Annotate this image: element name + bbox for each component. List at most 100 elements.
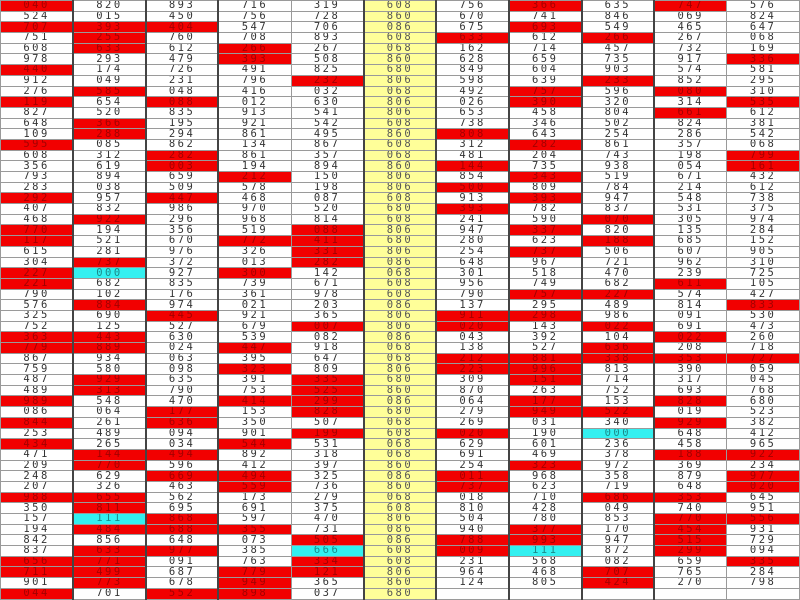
number-cell: 157 (0, 513, 74, 525)
highlighted-red-cell: 443 (72, 331, 147, 343)
number-cell: 325 (290, 470, 365, 482)
highlighted-red-cell: 515 (653, 534, 728, 547)
table-row: 837 633 977 385 666 608 009 111 872 299 094 (0, 545, 800, 557)
number-cell: 796 (217, 74, 292, 87)
highlighted-red-cell: 611 (653, 277, 728, 290)
highlighted-red-cell: 757 (507, 288, 582, 301)
middle-column-cell: 608 (363, 0, 438, 12)
number-cell: 547 (217, 21, 292, 34)
number-cell: 635 (580, 0, 655, 12)
number-cell: 852 (653, 74, 728, 87)
table-row: 489 313 790 753 525 860 870 263 752 693 768 (0, 384, 800, 397)
number-cell: 314 (653, 96, 728, 108)
number-cell: 648 (0, 117, 74, 130)
number-cell: 073 (217, 534, 292, 547)
highlighted-red-cell: 188 (580, 235, 655, 247)
number-cell: 903 (580, 64, 655, 76)
number-cell: 241 (435, 213, 510, 226)
number-cell: 356 (0, 160, 74, 172)
middle-column-cell: 860 (363, 384, 438, 397)
highlighted-red-cell: 929 (653, 416, 728, 429)
middle-column-cell: 680 (363, 203, 438, 215)
middle-column-cell: 068 (363, 448, 438, 461)
highlighted-red-cell: 298 (507, 309, 582, 322)
number-cell: 596 (144, 459, 219, 472)
number-cell: 612 (507, 32, 582, 44)
table-row: 040 820 893 716 319 608 756 366 635 747 576 (0, 0, 800, 12)
table-row: 109 288 294 861 495 860 808 643 254 286 542 (0, 128, 800, 140)
highlighted-red-cell: 161 (726, 160, 800, 172)
highlighted-red-cell: 040 (0, 0, 74, 12)
highlighted-red-cell: 393 (507, 192, 582, 205)
table-row: 576 884 974 021 203 086 137 295 489 814 833 (0, 299, 800, 311)
number-cell: 279 (290, 491, 365, 504)
number-cell: 509 (144, 181, 219, 194)
number-cell: 317 (653, 374, 728, 386)
number-cell: 507 (290, 416, 365, 429)
table-row: 912 049 231 796 232 806 598 639 233 852 295 (0, 74, 800, 87)
highlighted-red-cell: 884 (72, 299, 147, 311)
number-cell: 378 (580, 448, 655, 461)
middle-column-cell: 068 (363, 438, 438, 450)
highlighted-red-cell: 770 (653, 513, 728, 525)
highlighted-red-cell: 338 (580, 352, 655, 365)
number-cell: 738 (435, 117, 510, 130)
number-cell: 934 (72, 352, 147, 365)
number-cell: 253 (0, 427, 74, 440)
highlighted-cyan-cell: 000 (72, 267, 147, 279)
number-cell: 468 (0, 213, 74, 226)
number-cell: 068 (726, 138, 800, 151)
number-cell: 013 (217, 256, 292, 269)
number-cell: 645 (726, 491, 800, 504)
number-cell (653, 587, 728, 600)
number-cell: 209 (0, 459, 74, 472)
highlighted-red-cell: 693 (507, 21, 582, 34)
number-cell: 810 (435, 502, 510, 514)
number-cell: 695 (144, 502, 219, 514)
highlighted-red-cell: 737 (435, 480, 510, 493)
highlighted-red-cell: 949 (507, 406, 582, 418)
number-cell: 721 (580, 256, 655, 269)
number-cell: 957 (72, 192, 147, 205)
middle-column-cell: 806 (363, 245, 438, 258)
number-cell: 648 (653, 480, 728, 493)
number-cell: 295 (507, 299, 582, 311)
number-cell: 974 (144, 299, 219, 311)
table-row: 325 690 445 921 365 806 911 298 986 091 530 (0, 309, 800, 322)
number-cell: 921 (217, 309, 292, 322)
table-row: 524 015 450 756 728 860 670 741 846 069 824 (0, 10, 800, 23)
number-cell: 195 (144, 117, 219, 130)
highlighted-red-cell: 788 (435, 534, 510, 547)
middle-column-cell: 086 (363, 331, 438, 343)
highlighted-red-cell: 633 (435, 32, 510, 44)
highlighted-red-cell: 377 (507, 523, 582, 536)
highlighted-red-cell: 828 (653, 395, 728, 408)
highlighted-red-cell: 282 (290, 256, 365, 269)
highlighted-red-cell: 808 (435, 128, 510, 140)
table-row: 227 000 927 300 142 068 301 518 470 239 725 (0, 267, 800, 279)
highlighted-red-cell: 337 (507, 224, 582, 237)
number-cell: 861 (580, 138, 655, 151)
highlighted-red-cell: 977 (144, 545, 219, 557)
table-row: 117 521 670 772 411 680 280 623 188 685 152 (0, 235, 800, 247)
number-cell: 365 (290, 577, 365, 589)
highlighted-red-cell: 393 (72, 21, 147, 34)
middle-column-cell: 860 (363, 53, 438, 66)
number-cell: 261 (72, 416, 147, 429)
highlighted-red-cell: 404 (144, 21, 219, 34)
table-row: 790 102 176 361 978 608 790 757 227 574 427 (0, 288, 800, 301)
number-cell: 837 (580, 203, 655, 215)
highlighted-red-cell: 390 (507, 96, 582, 108)
number-cell: 648 (144, 534, 219, 547)
highlighted-red-cell: 353 (653, 352, 728, 365)
number-cell: 124 (435, 577, 510, 589)
number-cell: 104 (580, 331, 655, 343)
number-cell: 471 (0, 448, 74, 461)
table-row: 827 520 835 913 541 806 653 458 804 661 612 (0, 106, 800, 119)
number-cell: 350 (217, 416, 292, 429)
number-cell: 357 (290, 149, 365, 162)
number-cell: 015 (72, 10, 147, 23)
highlighted-red-cell: 044 (0, 587, 74, 600)
number-cell: 710 (507, 491, 582, 504)
number-cell: 295 (726, 74, 800, 87)
